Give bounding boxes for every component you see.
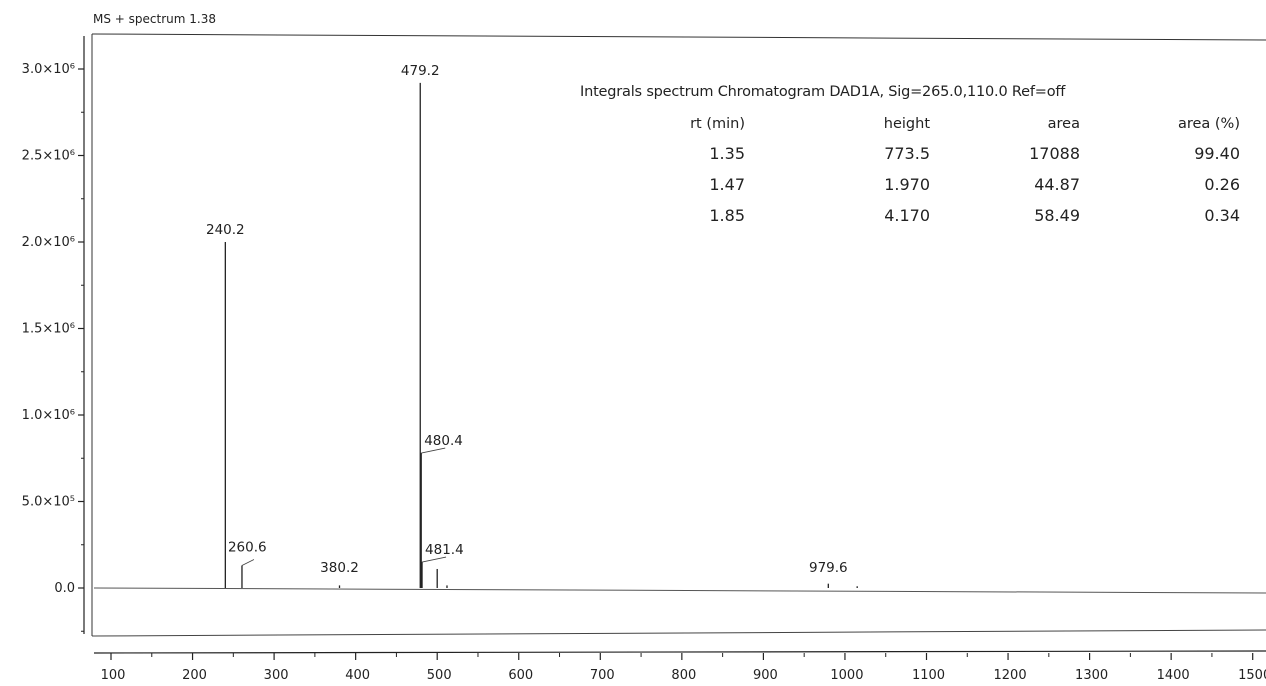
plot-frame-bottom — [91, 629, 1266, 637]
x-tick-label: 900 — [753, 668, 778, 683]
y-tick-label: 1.0×10⁶ — [22, 408, 75, 423]
x-axis-ticks: 100 200 300 400 500 600 700 800 900 1000 1100 1200 1… — [101, 653, 1266, 683]
x-tick-label: 1000 — [830, 668, 863, 683]
x-tick-label: 1300 — [1075, 668, 1108, 683]
peak-label: 260.6 — [228, 540, 267, 556]
x-tick-label: 200 — [182, 668, 207, 683]
x-tick-label: 1100 — [912, 668, 945, 683]
table-cell: 773.5 — [884, 144, 930, 163]
table-cell: 1.35 — [709, 144, 745, 163]
x-tick-label: 600 — [508, 668, 533, 683]
column-header: rt (min) — [690, 116, 745, 132]
table-cell: 0.34 — [1204, 206, 1240, 225]
table-cell: 4.170 — [884, 206, 930, 225]
integrals-panel: Integrals spectrum Chromatogram DAD1A, S… — [580, 84, 1240, 225]
peak-label: 979.6 — [809, 560, 848, 576]
y-axis-ticks: 0.0 5.0×10⁵ 1.0×10⁶ 1.5×10⁶ 2.0×10⁶ 2.5×10⁶ 3.… — [22, 62, 84, 632]
integrals-heading: Integrals spectrum Chromatogram DAD1A, S… — [580, 84, 1066, 100]
chart-title: MS + spectrum 1.38 — [93, 12, 216, 26]
x-tick-label: 100 — [101, 668, 126, 683]
peak-leader — [421, 447, 446, 454]
y-tick-label: 2.5×10⁶ — [22, 149, 75, 164]
peak-label: 240.2 — [206, 222, 245, 238]
table-cell: 1.85 — [709, 206, 745, 225]
x-tick-label: 700 — [590, 668, 615, 683]
peak-leader — [421, 556, 447, 563]
y-tick-label: 3.0×10⁶ — [22, 62, 75, 77]
y-tick-label: 1.5×10⁶ — [22, 322, 75, 337]
column-header: area (%) — [1177, 116, 1240, 132]
table-row: 1.85 4.170 58.49 0.34 — [620, 200, 1240, 231]
peak-label: 479.2 — [401, 63, 440, 79]
table-cell: 44.87 — [1034, 175, 1080, 194]
column-header: area — [1047, 116, 1080, 132]
table-cell: 17088 — [1029, 144, 1080, 163]
x-tick-label: 1200 — [994, 668, 1027, 683]
x-tick-label: 800 — [671, 668, 696, 683]
column-header: height — [883, 116, 930, 132]
peak-leader — [241, 559, 255, 566]
table-cell: 0.26 — [1204, 175, 1240, 194]
x-tick-label: 300 — [264, 668, 289, 683]
y-tick-label: 5.0×10⁵ — [22, 495, 75, 510]
plot-frame-top — [91, 33, 1266, 41]
x-tick-label: 1400 — [1157, 668, 1190, 683]
table-row: 1.47 1.970 44.87 0.26 — [620, 169, 1240, 200]
peak-label: 480.4 — [424, 433, 463, 449]
spectrum-peaks: 240.2 260.6 380.2 479.2 480.4 481.4 979.6 — [206, 63, 858, 588]
baseline — [93, 587, 1266, 594]
x-tick-label: 1500 — [1238, 668, 1266, 683]
y-tick-label: 2.0×10⁶ — [22, 235, 75, 250]
x-axis — [93, 650, 1266, 654]
x-tick-label: 400 — [345, 668, 370, 683]
table-cell: 1.970 — [884, 175, 930, 194]
peak-label: 380.2 — [320, 560, 359, 576]
x-tick-label: 500 — [427, 668, 452, 683]
integrals-header-row: rt (min) height area area (%) — [620, 110, 1240, 138]
table-row: 1.35 773.5 17088 99.40 — [620, 138, 1240, 169]
y-tick-label: 0.0 — [54, 581, 75, 596]
integrals-table: rt (min) height area area (%) 1.35 773.5… — [620, 110, 1240, 231]
table-cell: 58.49 — [1034, 206, 1080, 225]
table-cell: 99.40 — [1194, 144, 1240, 163]
table-cell: 1.47 — [709, 175, 745, 194]
peak-label: 481.4 — [425, 542, 464, 558]
